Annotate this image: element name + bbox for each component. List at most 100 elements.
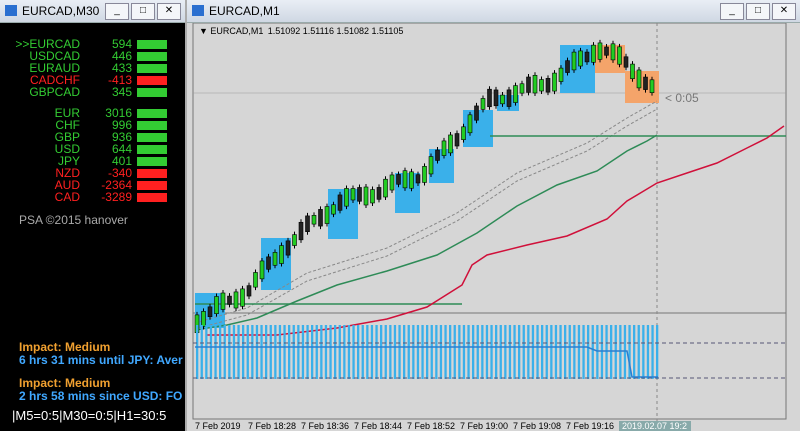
osc-bar [490, 325, 493, 379]
candle [272, 252, 278, 266]
osc-bar [255, 325, 259, 379]
candle [435, 149, 440, 161]
candle [324, 206, 330, 224]
candle [337, 194, 343, 211]
candle [578, 50, 583, 67]
row-value: 446 [111, 49, 132, 63]
osc-bar [393, 325, 397, 379]
candle [487, 88, 492, 108]
oscillator [196, 325, 659, 379]
osc-bar [324, 325, 328, 379]
candle [649, 79, 655, 93]
time-label: 7 Feb 18:28 [248, 421, 296, 431]
copyright: PSA ©2015 hanover [19, 213, 128, 227]
list-row: CADCHF -413 [0, 74, 185, 86]
osc-bar [610, 325, 613, 379]
osc-bar [389, 325, 392, 379]
row-name: AUD [54, 178, 80, 192]
row-value: -2364 [101, 178, 132, 192]
status: |M5=0:5|M30=0:5|H1=30:5 [12, 408, 167, 423]
osc-bar [623, 325, 627, 379]
osc-bar [412, 325, 415, 379]
osc-bar [582, 325, 585, 379]
osc-bar [633, 325, 636, 379]
osc-bar [559, 325, 562, 379]
candle [344, 188, 349, 207]
strength-bar [137, 40, 167, 49]
osc-bar [637, 325, 640, 379]
envelope [194, 100, 658, 324]
ohlc: 1.51092 1.51116 1.51082 1.51105 [268, 26, 404, 36]
osc-bar [527, 325, 530, 379]
osc-bar [651, 325, 654, 379]
osc-bar [274, 325, 277, 379]
osc-bar [472, 325, 475, 379]
candle [227, 295, 232, 305]
list-row: EUR 3016 [0, 107, 185, 119]
osc-bar [380, 325, 383, 379]
osc-bar [628, 325, 631, 379]
row-name: >>EURCAD [15, 37, 80, 51]
candle [279, 245, 284, 264]
candle [409, 171, 414, 189]
candle [201, 311, 206, 327]
row-name: GBPCAD [29, 85, 80, 99]
title-bar: EURCAD,M1 _ □ ✕ [187, 0, 800, 23]
candle [207, 306, 213, 318]
candle [246, 285, 252, 297]
candle [610, 43, 616, 61]
osc-bar [476, 325, 479, 379]
row-name: EURAUD [29, 61, 80, 75]
candle [389, 174, 395, 191]
osc-bar [564, 325, 567, 379]
candle [591, 44, 596, 63]
timer: < 0:05 [665, 91, 699, 105]
osc-bar [495, 325, 498, 379]
minimize[interactable]: _ [720, 3, 744, 20]
row-value: 433 [111, 61, 132, 75]
row-name: JPY [57, 154, 80, 168]
candle [617, 46, 622, 65]
close[interactable]: ✕ [157, 3, 181, 20]
osc-bar [251, 325, 254, 379]
strength-bar [137, 88, 167, 97]
osc-bar [297, 325, 300, 379]
candle [623, 56, 629, 68]
osc-bar [426, 325, 429, 379]
minimize[interactable]: _ [105, 3, 129, 20]
strength-bar [137, 145, 167, 154]
osc-bar [260, 325, 263, 379]
news-text: 6 hrs 31 mins until JPY: Aver [19, 353, 183, 367]
candle [396, 174, 401, 185]
osc-bar [646, 325, 650, 379]
candle [539, 79, 544, 92]
row-value: -3289 [101, 190, 132, 204]
osc-bar [329, 325, 332, 379]
candle [474, 105, 479, 121]
candle [357, 187, 362, 202]
candle [493, 89, 499, 107]
osc-bar [370, 325, 374, 379]
list-row: GBP 936 [0, 131, 185, 143]
maximize[interactable]: □ [131, 3, 155, 20]
candle [220, 292, 226, 310]
candle [363, 186, 369, 206]
maximize[interactable]: □ [746, 3, 770, 20]
osc-bar [283, 325, 286, 379]
candle [285, 240, 291, 256]
candle [630, 63, 635, 80]
osc-bar [246, 325, 249, 379]
row-name: CADCHF [30, 73, 80, 87]
close[interactable]: ✕ [772, 3, 796, 20]
osc-bar [398, 325, 401, 379]
strength-bar [137, 133, 167, 142]
candle [402, 170, 408, 189]
osc-bar [242, 325, 245, 379]
osc-bar [541, 325, 544, 379]
row-name: EUR [54, 106, 80, 120]
news-impact: Impact: Medium [19, 340, 111, 354]
candles [194, 39, 655, 336]
osc-bar [223, 325, 226, 379]
osc-bar [228, 325, 231, 379]
